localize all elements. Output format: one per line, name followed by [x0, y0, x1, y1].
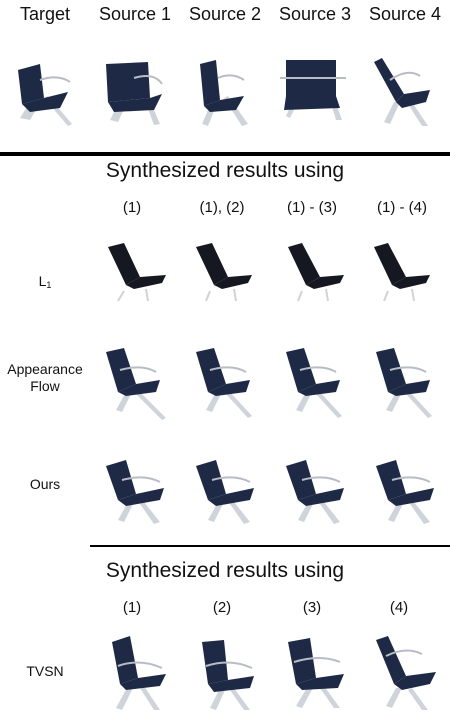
row-label-flow: Flow — [30, 378, 60, 394]
section1-col-3: (1) - (3) — [287, 199, 337, 216]
chair-image-l1-1 — [90, 235, 180, 315]
chair-image-tvsn-1 — [90, 632, 180, 712]
section-divider-thick — [0, 152, 450, 156]
chair-image-appearance-flow-1 — [90, 340, 180, 420]
row-label-l1: L1 — [0, 273, 90, 294]
section2-col-3: (3) — [302, 599, 322, 616]
chair-image-source-1 — [90, 50, 180, 130]
chair-image-l1-2 — [180, 235, 270, 315]
chair-image-tvsn-3 — [270, 632, 360, 712]
chair-image-source-2 — [180, 50, 270, 130]
section-divider-thin — [90, 545, 450, 547]
header-target: Target — [19, 4, 71, 24]
chair-image-ours-2 — [180, 450, 270, 530]
row-label-l1-subscript: 1 — [46, 280, 52, 290]
section2-col-2: (2) — [212, 599, 232, 616]
chair-image-l1-3 — [270, 235, 360, 315]
section2-col-1: (1) — [122, 599, 142, 616]
section1-col-4: (1) - (4) — [377, 199, 427, 216]
chair-image-source-3 — [270, 50, 360, 130]
chair-image-appearance-flow-3 — [270, 340, 360, 420]
chair-image-ours-1 — [90, 450, 180, 530]
chair-image-tvsn-2 — [180, 632, 270, 712]
header-source-2: Source 2 — [188, 4, 262, 24]
section2-col-4: (4) — [389, 599, 409, 616]
chair-image-tvsn-4 — [360, 632, 450, 712]
row-label-l1-main: L — [38, 273, 47, 289]
chair-image-appearance-flow-2 — [180, 340, 270, 420]
row-label-appearance: Appearance — [7, 361, 83, 377]
row-label-ours: Ours — [29, 476, 61, 492]
chair-image-source-4 — [360, 50, 450, 130]
chair-image-ours-4 — [360, 450, 450, 530]
section1-col-2: (1), (2) — [199, 199, 245, 216]
chair-image-appearance-flow-4 — [360, 340, 450, 420]
section1-col-1: (1) — [122, 199, 142, 216]
chair-image-target — [0, 50, 90, 130]
chair-image-l1-4 — [360, 235, 450, 315]
header-source-1: Source 1 — [98, 4, 172, 24]
section1-title: Synthesized results using — [105, 159, 345, 182]
header-source-3: Source 3 — [278, 4, 352, 24]
header-source-4: Source 4 — [368, 4, 442, 24]
row-label-tvsn: TVSN — [26, 663, 64, 679]
row-label-appearance-flow: Appearance Flow — [0, 361, 90, 395]
section2-title: Synthesized results using — [105, 559, 345, 582]
chair-image-ours-3 — [270, 450, 360, 530]
